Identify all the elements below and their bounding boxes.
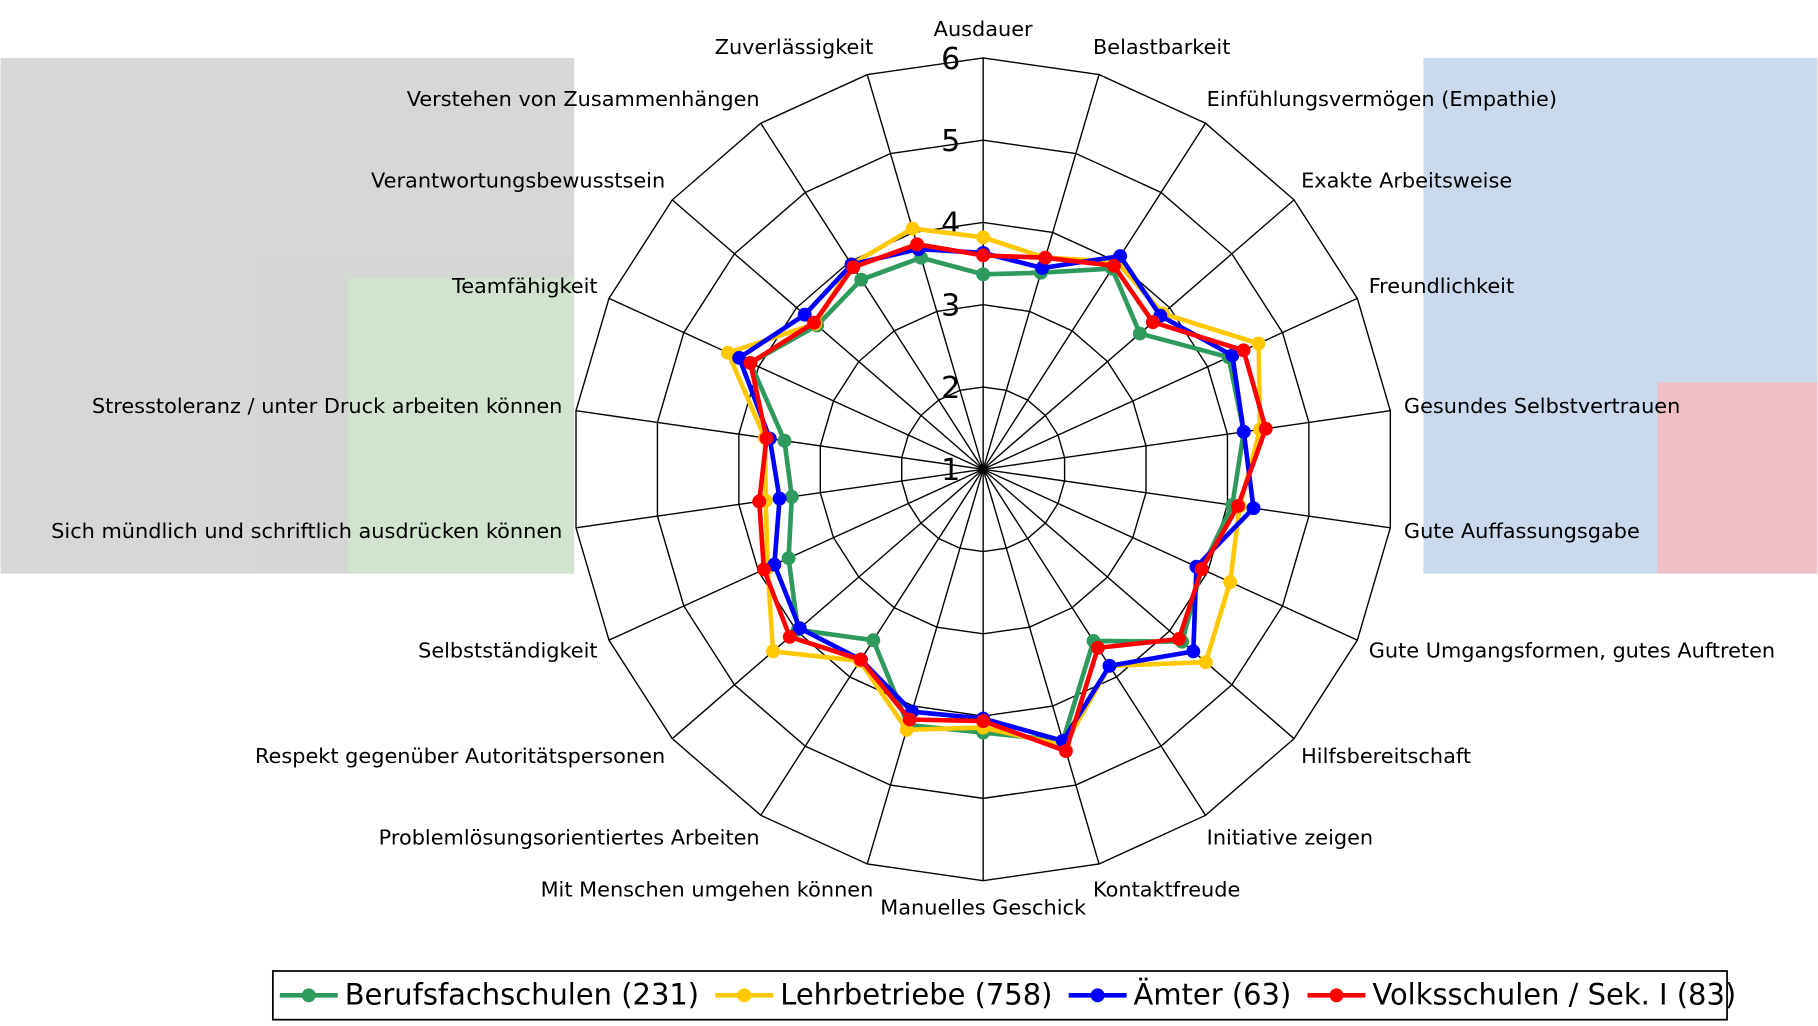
r-tick-label: 2 [941, 371, 960, 406]
category-label: Hilfsbereitschaft [1301, 744, 1471, 768]
legend-label: Berufsfachschulen (231) [345, 978, 699, 1012]
chart: 123456AusdauerBelastbarkeitEinfühlungsve… [0, 0, 1818, 1022]
category-label: Kontaktfreude [1093, 878, 1240, 902]
spoke [609, 298, 983, 469]
spoke [983, 469, 1099, 864]
series-marker [976, 267, 990, 281]
series-marker [854, 273, 868, 287]
series-marker [1223, 575, 1237, 589]
series-marker [1195, 562, 1209, 576]
category-label: Problemlösungsorientiertes Arbeiten [379, 826, 760, 850]
series-marker [1199, 655, 1213, 669]
spoke [983, 469, 1390, 528]
legend-label: Lehrbetriebe (758) [780, 978, 1052, 1012]
series-marker [752, 495, 766, 509]
legend: Berufsfachschulen (231) Lehrbetriebe (758… [273, 971, 1736, 1020]
series-marker [1186, 644, 1200, 658]
series-marker [1247, 501, 1261, 515]
series-marker [773, 492, 787, 506]
series-marker [1237, 425, 1251, 439]
series-marker [1172, 632, 1186, 646]
category-label: Teamfähigkeit [451, 274, 598, 298]
photo-right-red [1658, 382, 1818, 573]
category-label: Belastbarkeit [1093, 35, 1230, 59]
series-marker [1259, 422, 1273, 436]
category-label: Exakte Arbeitsweise [1301, 169, 1512, 193]
r-tick-label: 5 [941, 124, 960, 159]
category-label: Mit Menschen umgehen können [541, 878, 874, 902]
r-tick-label: 6 [941, 42, 960, 77]
background-photos [1, 58, 1818, 574]
category-label: Verantwortungsbewusstsein [371, 169, 665, 193]
spoke [983, 298, 1357, 469]
series-marker [1091, 641, 1105, 655]
category-label: Verstehen von Zusammenhängen [407, 87, 760, 111]
series-marker [976, 248, 990, 262]
category-label: Stresstoleranz / unter Druck arbeiten kö… [92, 394, 563, 418]
category-label: Gesundes Selbstvertrauen [1404, 394, 1680, 418]
series-marker [1133, 327, 1147, 341]
series-marker [1146, 315, 1160, 329]
legend-marker [737, 988, 751, 1002]
spoke [672, 200, 983, 469]
series-marker [1231, 499, 1245, 513]
series-marker [1103, 659, 1117, 673]
category-label: Gute Auffassungsgabe [1404, 519, 1640, 543]
spoke [983, 469, 1357, 640]
series-marker [1107, 259, 1121, 273]
category-label: Respekt gegenüber Autoritätspersonen [255, 744, 665, 768]
series-line [750, 258, 1243, 741]
r-tick-label: 1 [941, 453, 960, 488]
series-marker [807, 316, 821, 330]
series-marker [846, 260, 860, 274]
category-label: Sich mündlich und schriftlich ausdrücken… [51, 519, 562, 543]
series-marker [976, 230, 990, 244]
category-label: Einfühlungsvermögen (Empathie) [1207, 87, 1557, 111]
series-marker [743, 356, 757, 370]
r-tick-label: 3 [941, 289, 960, 324]
spoke [983, 123, 1205, 469]
series-marker [976, 714, 990, 728]
category-label: Selbstständigkeit [418, 639, 598, 663]
legend-marker [1091, 988, 1105, 1002]
spoke [672, 469, 983, 738]
category-label: Initiative zeigen [1207, 826, 1373, 850]
series-marker [766, 644, 780, 658]
series-marker [785, 490, 799, 504]
category-label: Ausdauer [934, 17, 1033, 41]
category-label: Manuelles Geschick [880, 895, 1087, 919]
legend-marker [302, 988, 316, 1002]
series-marker [1252, 337, 1266, 351]
series-marker [782, 551, 796, 565]
series-marker [903, 713, 917, 727]
series-marker [778, 434, 792, 448]
series-marker [1237, 343, 1251, 357]
legend-label: Ämter (63) [1134, 978, 1292, 1012]
series-marker [910, 237, 924, 251]
series-marker [783, 630, 797, 644]
series-marker [1038, 251, 1052, 265]
category-label: Zuverlässigkeit [715, 35, 874, 59]
category-label: Freundlichkeit [1369, 274, 1514, 298]
series-marker [866, 633, 880, 647]
spoke [983, 411, 1390, 470]
category-label: Gute Umgangsformen, gutes Auftreten [1369, 639, 1775, 663]
legend-label: Volksschulen / Sek. I (83) [1372, 978, 1736, 1012]
series-marker [906, 222, 920, 236]
series-marker [760, 431, 774, 445]
series-marker [1059, 744, 1073, 758]
series-marker [757, 562, 771, 576]
series-marker [854, 653, 868, 667]
legend-marker [1330, 988, 1344, 1002]
